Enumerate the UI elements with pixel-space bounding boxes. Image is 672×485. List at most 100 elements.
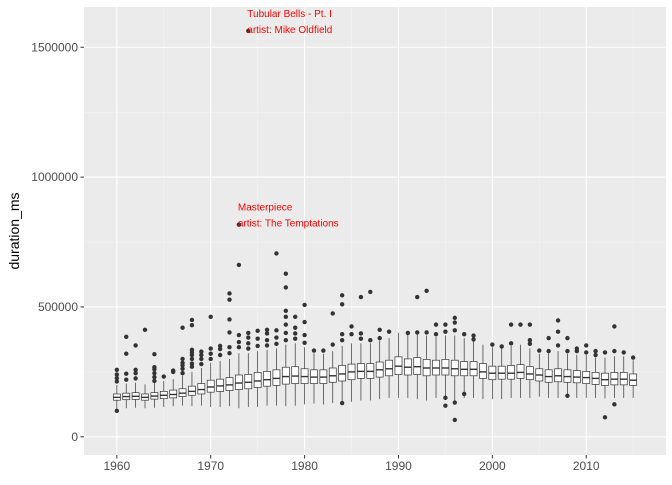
outlier-point xyxy=(199,352,204,358)
box-1997 xyxy=(460,332,469,398)
outlier-point xyxy=(283,330,289,336)
outlier-point xyxy=(180,366,185,371)
box-2007 xyxy=(554,318,562,398)
box-1992 xyxy=(413,294,422,400)
outlier-point xyxy=(593,352,598,358)
outlier-point xyxy=(368,338,373,343)
outlier-point xyxy=(565,393,570,398)
outlier-point xyxy=(170,368,176,373)
outlier-point xyxy=(602,415,608,420)
box-2015 xyxy=(629,355,638,398)
box-body xyxy=(516,364,525,379)
outlier-point xyxy=(612,348,617,354)
outlier-point xyxy=(443,329,448,334)
box-1984 xyxy=(338,293,347,406)
outlier-point xyxy=(255,336,260,341)
outlier-point xyxy=(358,331,364,336)
outlier-point xyxy=(283,314,289,320)
outlier-point xyxy=(189,356,195,362)
outlier-point xyxy=(133,343,138,348)
box-1964 xyxy=(150,352,159,408)
box-2008 xyxy=(563,335,572,398)
box-body xyxy=(338,365,347,382)
box-2002 xyxy=(507,322,515,398)
outlier-point xyxy=(339,400,345,406)
outlier-point xyxy=(433,332,439,337)
outlier-point xyxy=(208,314,213,320)
outlier-point xyxy=(527,341,533,347)
outlier-point xyxy=(339,302,345,307)
box-1971 xyxy=(216,343,224,407)
outlier-point xyxy=(236,262,242,268)
box-1965 xyxy=(159,374,168,407)
outlier-point xyxy=(508,322,514,327)
outlier-point xyxy=(114,379,120,384)
outlier-point xyxy=(208,356,213,362)
outlier-point xyxy=(358,336,364,341)
box-1960 xyxy=(112,367,121,414)
outlier-point xyxy=(152,370,157,376)
box-2006 xyxy=(544,335,553,398)
box-1962 xyxy=(131,343,140,408)
outlier-point xyxy=(349,324,354,329)
outlier-point xyxy=(236,339,242,345)
box-1980 xyxy=(300,302,309,405)
outlier-point xyxy=(227,291,232,296)
box-body xyxy=(507,365,515,380)
outlier-point xyxy=(246,346,251,351)
outlier-point xyxy=(208,351,213,356)
x-tick-label: 2010 xyxy=(573,459,600,473)
outlier-point xyxy=(208,346,213,351)
outlier-point xyxy=(264,338,270,343)
outlier-point xyxy=(490,342,495,347)
outlier-point xyxy=(180,325,185,330)
box-1974 xyxy=(244,28,253,407)
box-2000 xyxy=(488,342,497,400)
outlier-point xyxy=(415,330,420,335)
outlier-point xyxy=(339,293,345,298)
outlier-point xyxy=(293,331,298,336)
outlier-point xyxy=(302,340,307,346)
outlier-point xyxy=(330,311,335,316)
box-1985 xyxy=(347,324,356,402)
outlier-point xyxy=(264,331,270,336)
box-2010 xyxy=(582,343,591,398)
outlier-point xyxy=(565,335,570,341)
outlier-point xyxy=(612,402,617,407)
outlier-point xyxy=(227,345,232,350)
outlier-point xyxy=(527,322,533,327)
box-2009 xyxy=(572,346,581,398)
outlier-point xyxy=(452,315,457,321)
outlier-point xyxy=(114,375,120,381)
outlier-point xyxy=(339,332,345,337)
outlier-point xyxy=(255,343,260,349)
box-1982 xyxy=(319,348,328,405)
outlier-point xyxy=(377,327,382,333)
outlier-point xyxy=(189,347,195,353)
box-body xyxy=(272,369,281,386)
outlier-point xyxy=(180,370,185,376)
x-tick-label: 1970 xyxy=(197,459,224,473)
outlier-point xyxy=(180,360,185,366)
outlier-point xyxy=(452,417,457,423)
box-2011 xyxy=(591,348,600,398)
outlier-point xyxy=(527,338,533,343)
box-1986 xyxy=(357,294,365,401)
outlier-point xyxy=(415,294,420,300)
outlier-point xyxy=(546,335,551,341)
outlier-point xyxy=(584,343,589,348)
outlier-point xyxy=(386,329,392,334)
outlier-point xyxy=(246,330,251,336)
outlier-point xyxy=(124,371,129,376)
box-1983 xyxy=(328,311,337,404)
outlier-point xyxy=(339,338,345,343)
outlier-point xyxy=(227,330,232,335)
box-1979 xyxy=(291,314,300,406)
outlier-point xyxy=(124,334,129,340)
box-2003 xyxy=(516,322,525,398)
outlier-point xyxy=(283,308,289,314)
outlier-point xyxy=(293,325,298,330)
box-2012 xyxy=(601,350,609,420)
box-1987 xyxy=(366,289,375,401)
